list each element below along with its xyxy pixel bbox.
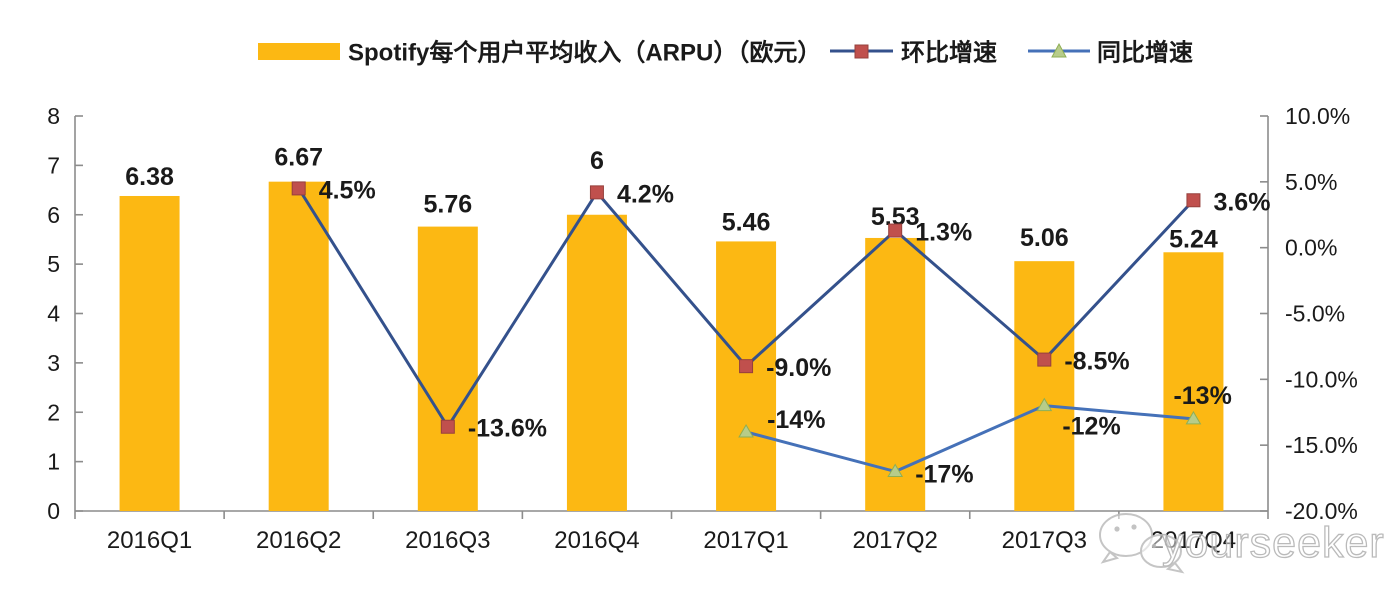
qoq-marker-2016Q2 xyxy=(291,181,306,196)
left-axis-tick-label: 6 xyxy=(47,202,60,228)
right-axis-tick-label: 10.0% xyxy=(1285,103,1350,129)
qoq-marker-2017Q4 xyxy=(1186,193,1201,208)
bar-value-label: 5.24 xyxy=(1169,225,1218,253)
bar-series-swatch xyxy=(258,43,340,60)
legend-label-yoy: 同比增速 xyxy=(1097,39,1193,67)
left-axis-tick-label: 8 xyxy=(47,103,60,129)
x-axis-category-label: 2016Q3 xyxy=(405,527,490,554)
right-axis-tick-label: -5.0% xyxy=(1285,301,1345,327)
bar-2016Q3 xyxy=(417,226,478,511)
x-axis-category-label: 2017Q3 xyxy=(1002,527,1087,554)
qoq-point-label: 4.5% xyxy=(319,176,376,204)
legend-label-arpu: Spotify每个用户平均收入（ARPU）（欧元） xyxy=(348,39,821,67)
right-axis-tick-label: 0.0% xyxy=(1285,235,1337,261)
yoy-legend-marker xyxy=(1051,42,1067,58)
bar-2016Q2 xyxy=(268,181,329,511)
qoq-marker-2017Q1 xyxy=(739,359,754,374)
bar-2016Q4 xyxy=(566,214,627,511)
bar-value-label: 6 xyxy=(590,147,604,175)
yoy-point-label: -17% xyxy=(915,461,973,489)
left-axis-tick-label: 0 xyxy=(47,498,60,524)
qoq-point-label: 3.6% xyxy=(1213,188,1270,216)
x-axis-category-label: 2016Q1 xyxy=(107,527,192,554)
qoq-point-label: 1.3% xyxy=(915,219,972,247)
right-axis-tick-label: -10.0% xyxy=(1285,366,1358,392)
bar-2017Q1 xyxy=(716,241,777,511)
right-axis-tick-label: 5.0% xyxy=(1285,169,1337,195)
yoy-marker-2017Q4 xyxy=(1185,410,1202,425)
legend-label-qoq: 环比增速 xyxy=(901,39,997,67)
bar-2017Q3 xyxy=(1014,261,1075,511)
left-axis-tick-label: 7 xyxy=(47,152,60,178)
x-axis-category-label: 2017Q1 xyxy=(703,527,788,554)
watermark-text: yourseeker xyxy=(1162,519,1385,567)
yoy-point-label: -13% xyxy=(1173,382,1231,410)
wechat-icon xyxy=(1099,513,1185,574)
qoq-point-label: -13.6% xyxy=(468,415,547,443)
right-axis-tick-label: -20.0% xyxy=(1285,498,1358,524)
watermark: yourseeker xyxy=(1099,513,1385,574)
left-axis-tick-label: 5 xyxy=(47,251,60,277)
plot-area: 0 1 2 3 4 5 6 7 8 10.0% 5.0% 0.0% -5.0% -10.0% -15.0% -… xyxy=(47,103,1358,554)
bar-value-label: 6.38 xyxy=(125,163,174,191)
qoq-point-label: 4.2% xyxy=(617,180,674,208)
bar-2017Q4 xyxy=(1163,252,1224,511)
left-axis-tick-label: 4 xyxy=(47,301,60,327)
bar-2016Q1 xyxy=(119,195,180,512)
left-axis-tick-label: 1 xyxy=(47,449,60,475)
right-axis-tick-label: -15.0% xyxy=(1285,432,1358,458)
x-axis-category-label: 2016Q2 xyxy=(256,527,341,554)
qoq-point-label: -8.5% xyxy=(1064,348,1129,376)
bar-value-label: 5.46 xyxy=(722,208,771,236)
qoq-marker-2016Q3 xyxy=(440,419,455,434)
x-axis-category-label: 2017Q4 xyxy=(1151,527,1236,554)
qoq-marker-2017Q3 xyxy=(1037,352,1052,367)
yoy-point-label: -12% xyxy=(1062,413,1120,441)
qoq-legend-marker xyxy=(854,44,869,59)
x-axis-category-label: 2017Q2 xyxy=(852,527,937,554)
left-axis-tick-label: 2 xyxy=(47,399,60,425)
qoq-marker-2016Q4 xyxy=(589,185,604,200)
yoy-marker-2017Q1 xyxy=(738,424,754,438)
bar-value-label: 6.67 xyxy=(274,144,323,172)
yoy-marker-2017Q3 xyxy=(1036,397,1053,412)
qoq-marker-2017Q2 xyxy=(888,223,903,238)
bar-value-label: 5.06 xyxy=(1020,224,1069,252)
legend: Spotify每个用户平均收入（ARPU）（欧元） 环比增速 同比增速 xyxy=(258,39,1193,67)
bar-value-label: 5.76 xyxy=(423,191,472,219)
qoq-point-label: -9.0% xyxy=(766,354,831,382)
yoy-point-label: -14% xyxy=(767,406,825,434)
x-axis-category-label: 2016Q4 xyxy=(554,527,639,554)
line-yoy xyxy=(745,404,1194,474)
yoy-marker-2017Q2 xyxy=(887,463,904,477)
left-axis-tick-label: 3 xyxy=(47,350,60,376)
